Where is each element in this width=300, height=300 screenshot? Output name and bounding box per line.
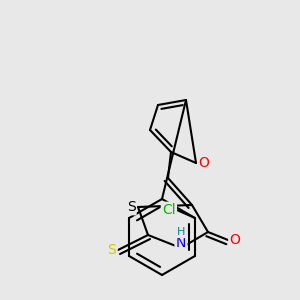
Text: S: S [127,200,135,214]
Text: S: S [108,243,116,257]
Text: O: O [230,233,240,247]
Text: H: H [177,227,185,237]
Text: Cl: Cl [162,203,176,217]
Text: O: O [199,156,209,170]
Text: N: N [176,236,186,250]
